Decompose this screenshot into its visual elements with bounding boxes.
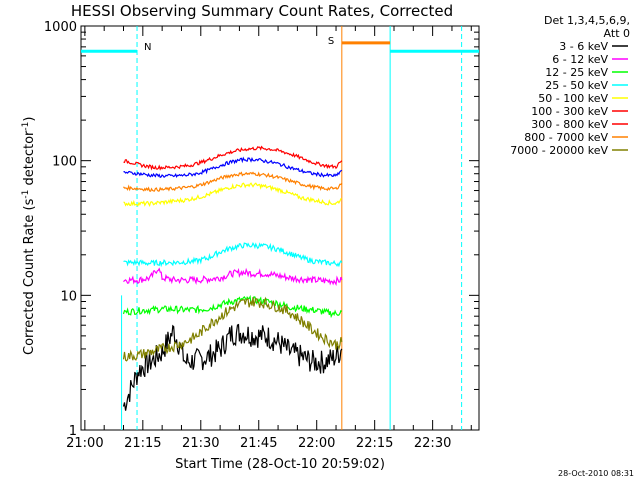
y-tick-label: 1000: [44, 20, 77, 35]
series-line-100-300kev: [123, 145, 343, 171]
series-line-6-12kev: [123, 267, 343, 286]
y-axis-ticks: 1 10 100 1000: [44, 20, 479, 439]
legend-header: Att 0: [604, 27, 630, 40]
y-axis-label-part1: Corrected Count Rate (s: [22, 198, 37, 355]
x-tick-label: 21:30: [182, 436, 219, 451]
x-tick-label: 21:45: [240, 436, 277, 451]
y-axis-label-part3: ): [22, 117, 37, 122]
x-axis-ticks: 21:00 21:15 21:30 21:45 22:00 22:15 22:30: [66, 26, 472, 451]
x-tick-label: 21:00: [66, 436, 103, 451]
series-line-7000-20000kev: [122, 296, 343, 362]
legend-header: Det 1,3,4,5,6,9,: [544, 14, 630, 27]
x-tick-label: 22:00: [298, 436, 335, 451]
x-axis-label: Start Time (28-Oct-10 20:59:02): [175, 457, 385, 472]
plot-area: NS: [80, 25, 480, 431]
legend-label: 300 - 800 keV: [531, 118, 608, 131]
x-tick-label: 22:15: [356, 436, 393, 451]
x-tick-label: 21:15: [124, 436, 161, 451]
series-line-25-50kev: [123, 241, 343, 268]
y-tick-label: 10: [60, 289, 77, 304]
y-axis-label-part2: detector: [22, 130, 37, 190]
plot-frame: [80, 25, 480, 431]
y-tick-label: 100: [52, 155, 77, 170]
y-axis-label-sup1: -1: [21, 190, 31, 199]
legend-label: 12 - 25 keV: [545, 66, 608, 79]
series-line-12-25kev: [122, 294, 343, 319]
legend-label: 3 - 6 keV: [559, 40, 608, 53]
saa-label: S: [328, 36, 334, 47]
legend-label: 50 - 100 keV: [538, 92, 608, 105]
legend-label: 100 - 300 keV: [531, 105, 608, 118]
legend-label: 7000 - 20000 keV: [510, 144, 608, 157]
y-axis-label-sup2: -1: [21, 122, 31, 131]
footer-timestamp: 28-Oct-2010 08:31: [558, 469, 634, 478]
legend-label: 25 - 50 keV: [545, 79, 608, 92]
y-tick-label: 1: [69, 424, 77, 439]
legend-label: 800 - 7000 keV: [524, 131, 608, 144]
series-line-3-6kev: [122, 323, 343, 411]
series-line-800-7000kev: [123, 171, 343, 192]
legend-label: 6 - 12 keV: [552, 53, 608, 66]
night-label: N: [144, 42, 151, 53]
series-line-50-100kev: [123, 182, 342, 208]
y-axis-label: Corrected Count Rate (s-1 detector-1): [21, 117, 37, 355]
series-line-blue: [123, 156, 343, 179]
x-tick-label: 22:30: [414, 436, 451, 451]
chart-title: HESSI Observing Summary Count Rates, Cor…: [71, 2, 453, 20]
